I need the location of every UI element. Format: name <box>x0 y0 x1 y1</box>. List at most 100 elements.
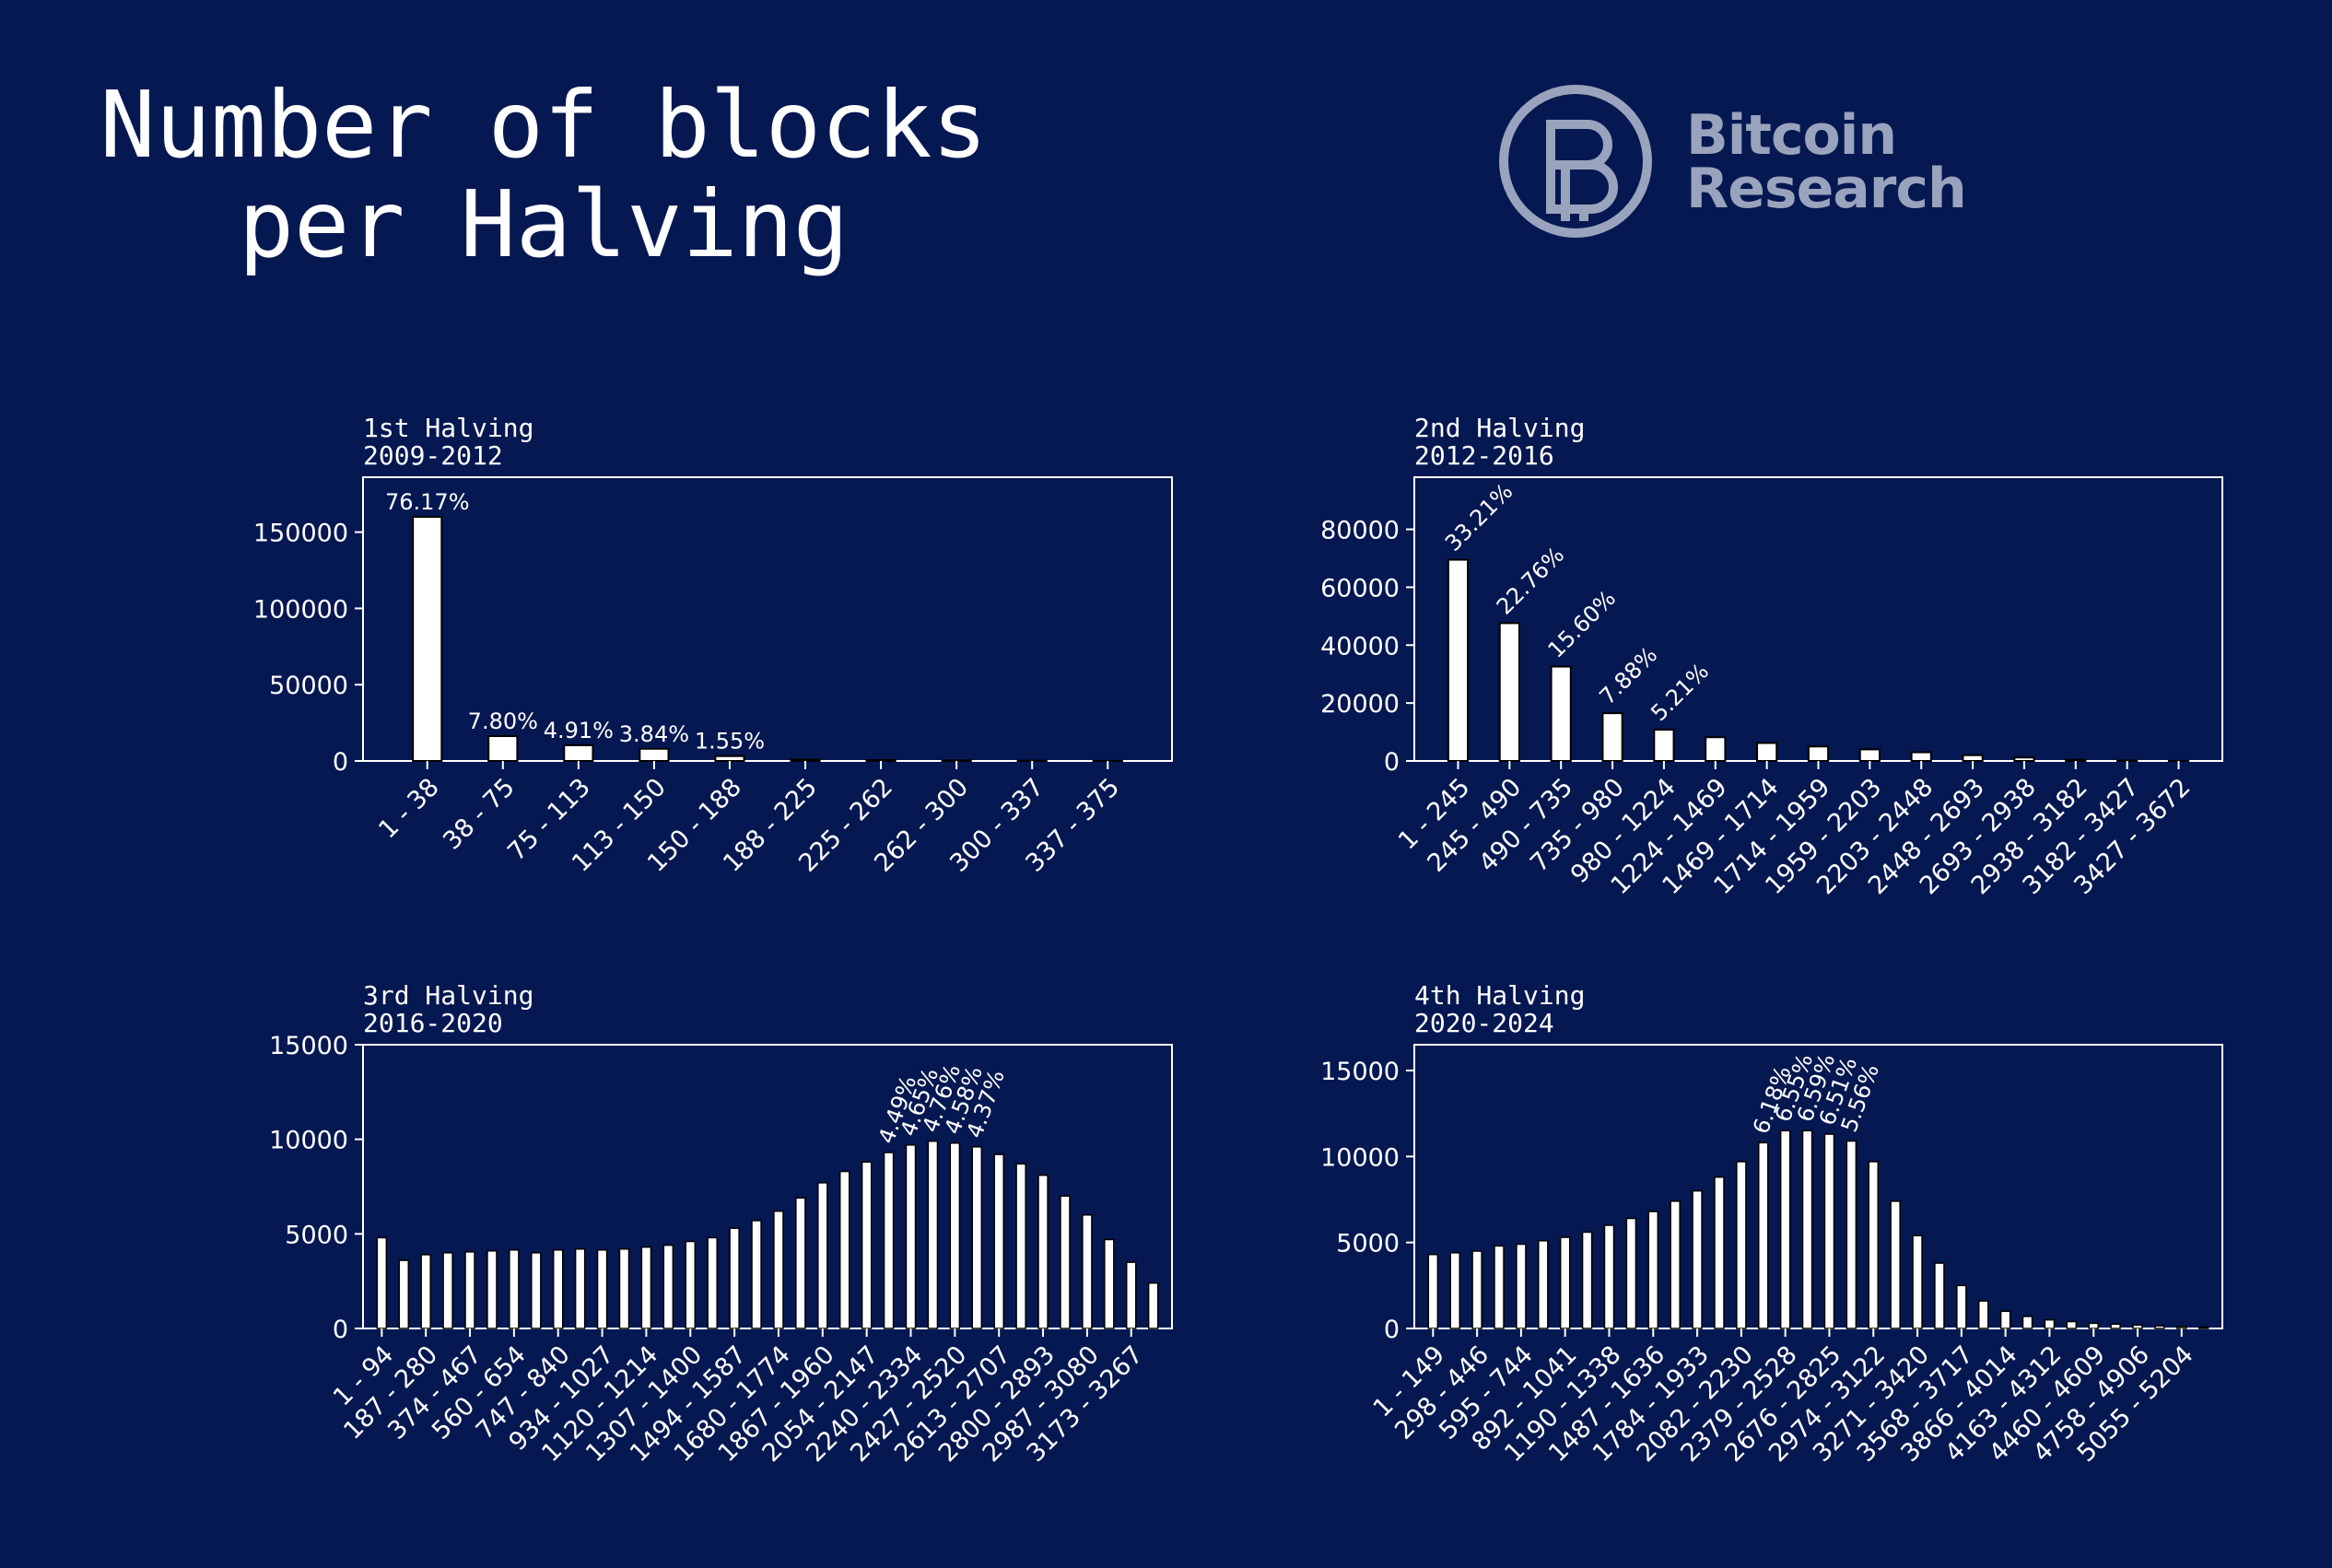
bar <box>1037 1174 1049 1329</box>
bar <box>2088 1322 2099 1329</box>
bar <box>1471 1250 1482 1329</box>
chart-title: 1st Halving <box>363 413 533 443</box>
logo-line1: Bitcoin <box>1686 103 1897 168</box>
page-title-line1: Number of blocks <box>100 71 988 179</box>
plot-frame <box>362 1044 1173 1329</box>
bar-value-label: 4.91% <box>544 718 614 743</box>
bar <box>861 1161 873 1329</box>
bar <box>2110 1323 2121 1329</box>
bar <box>707 1236 718 1329</box>
bar <box>2132 1324 2143 1329</box>
bar <box>773 1210 784 1329</box>
plot-frame <box>1413 476 2223 762</box>
bar <box>971 1146 983 1329</box>
bar <box>2044 1318 2056 1329</box>
bar <box>1516 1243 1527 1329</box>
bar <box>1956 1284 1967 1329</box>
bar <box>1603 1224 1615 1329</box>
bar <box>1449 1252 1460 1329</box>
bar <box>1756 742 1778 762</box>
bar <box>1559 1236 1571 1329</box>
bar <box>949 1142 961 1329</box>
bar <box>1779 1129 1791 1329</box>
bar <box>838 1170 850 1329</box>
bar <box>596 1249 608 1329</box>
bar <box>563 743 594 763</box>
bar <box>714 755 745 762</box>
bar <box>1670 1200 1681 1329</box>
plot-frame <box>362 476 1173 762</box>
bar <box>1647 1211 1659 1329</box>
bar <box>487 735 519 763</box>
bar <box>685 1240 697 1329</box>
bar <box>1538 1240 1549 1329</box>
bar <box>662 1244 674 1329</box>
bar <box>1692 1189 1703 1329</box>
bar <box>486 1250 498 1329</box>
bar <box>1868 1161 1880 1329</box>
bar <box>1858 748 1881 763</box>
bar <box>1736 1161 1747 1329</box>
bar <box>398 1259 410 1329</box>
bar <box>464 1251 475 1329</box>
bar <box>1550 665 1572 762</box>
bar <box>790 758 821 763</box>
y-tick-label: 150000 <box>253 520 348 548</box>
plot-frame <box>1413 1044 2223 1329</box>
bar <box>1890 1200 1901 1329</box>
chart-subtitle: 2016-2020 <box>363 1008 503 1038</box>
y-tick-label: 60000 <box>1320 574 1400 603</box>
bar <box>2021 1316 2033 1329</box>
chart-subtitle: 2012-2016 <box>1414 440 1554 471</box>
bitcoin-b-circle-icon <box>1499 85 1652 238</box>
chart-title: 4th Halving <box>1414 980 1585 1011</box>
bar <box>817 1182 828 1329</box>
bar-value-label: 22.76% <box>1492 542 1570 620</box>
bar <box>1581 1231 1593 1329</box>
chart-title: 3rd Halving <box>363 980 533 1011</box>
logo-line2: Research <box>1686 157 1967 221</box>
bar <box>1653 729 1675 762</box>
bar <box>905 1144 917 1329</box>
bar <box>574 1248 586 1329</box>
bar <box>2176 1326 2187 1329</box>
bar <box>1846 1140 1857 1329</box>
bar <box>552 1249 564 1329</box>
bar <box>442 1252 453 1329</box>
bar <box>1104 1238 1115 1329</box>
y-tick-label: 100000 <box>253 595 348 624</box>
bar <box>2065 758 2087 763</box>
bar <box>1498 622 1520 763</box>
brand-logo-text: Bitcoin Research <box>1686 103 1967 221</box>
bar <box>1962 754 1984 763</box>
bar-value-label: 33.21% <box>1440 478 1518 556</box>
page-title: Number of blocks per Halving <box>55 76 1032 275</box>
bar <box>420 1254 431 1329</box>
bar <box>2154 1325 2165 1329</box>
bar-value-label: 1.55% <box>695 729 765 755</box>
bar <box>865 759 896 763</box>
bar <box>1125 1261 1137 1329</box>
y-tick-label: 15000 <box>269 1032 348 1060</box>
y-tick-label: 50000 <box>269 672 348 700</box>
bar <box>2013 756 2035 763</box>
y-tick-label: 10000 <box>1320 1143 1400 1172</box>
bar <box>1060 1195 1071 1329</box>
bar <box>941 759 972 763</box>
bar-value-label: 3.84% <box>619 721 689 747</box>
bar-value-label: 5.21% <box>1646 659 1714 727</box>
bar <box>412 516 443 762</box>
y-tick-label: 0 <box>333 748 348 777</box>
bar <box>639 747 670 762</box>
chart-title: 2nd Halving <box>1414 413 1585 443</box>
y-tick-label: 10000 <box>269 1127 348 1155</box>
bar <box>1494 1245 1505 1329</box>
y-tick-label: 15000 <box>1320 1058 1400 1086</box>
x-tick-label: 1 - 38 <box>373 773 444 844</box>
bar <box>1147 1281 1159 1329</box>
bar-value-label: 7.80% <box>468 708 538 734</box>
chart-subtitle: 2009-2012 <box>363 440 503 471</box>
bar <box>1801 1129 1813 1329</box>
bar <box>640 1246 652 1329</box>
